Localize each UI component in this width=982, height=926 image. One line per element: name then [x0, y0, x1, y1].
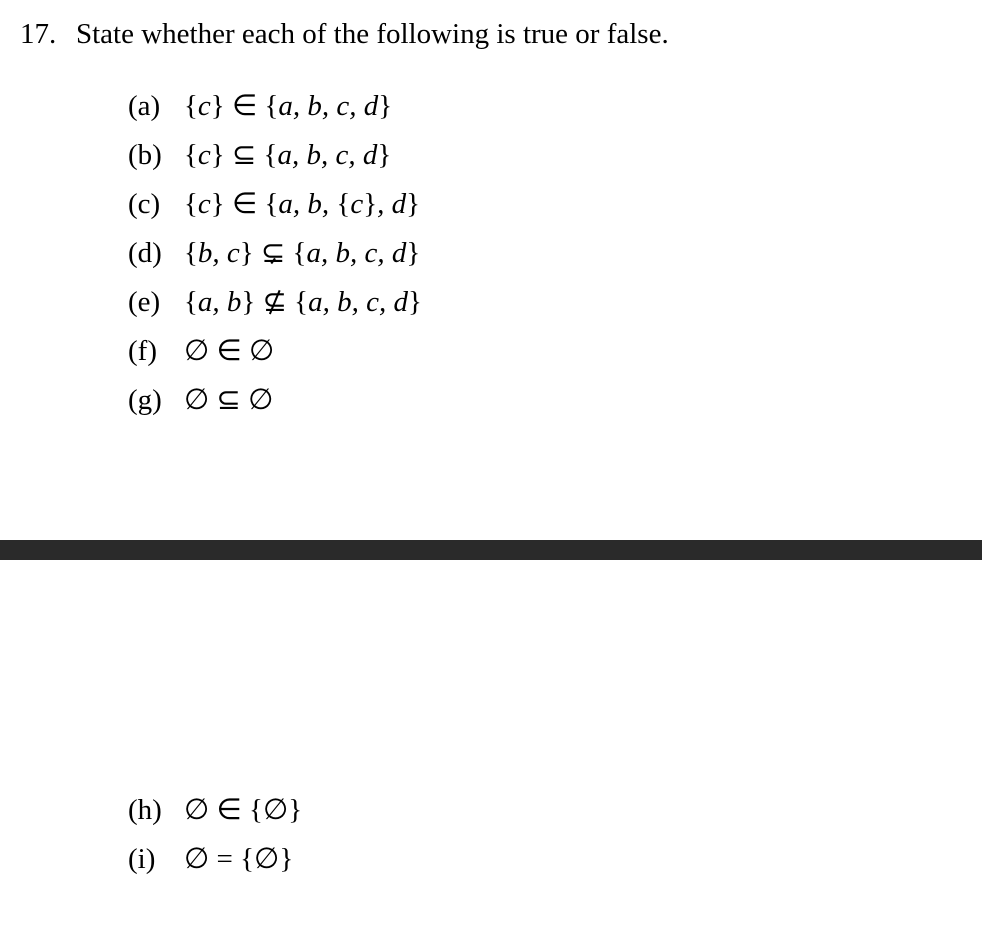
item-label: (a)	[128, 90, 184, 123]
item-content: ∅ ∈ {∅}	[184, 792, 302, 827]
question-text: State whether each of the following is t…	[76, 18, 669, 51]
page-divider	[0, 540, 982, 560]
item-label: (h)	[128, 794, 184, 827]
item-content: {c} ∈ {a, b, c, d}	[184, 88, 392, 123]
item-h: (h) ∅ ∈ {∅}	[128, 792, 302, 827]
item-content: {a, b} ⊈ {a, b, c, d}	[184, 284, 422, 319]
item-content: {c} ⊆ {a, b, c, d}	[184, 137, 391, 172]
item-f: (f) ∅ ∈ ∅	[128, 333, 422, 368]
item-b: (b) {c} ⊆ {a, b, c, d}	[128, 137, 422, 172]
item-d: (d) {b, c} ⊊ {a, b, c, d}	[128, 235, 422, 270]
item-content: ∅ ∈ ∅	[184, 333, 274, 368]
item-content: ∅ = {∅}	[184, 841, 293, 876]
item-content: {c} ∈ {a, b, {c}, d}	[184, 186, 420, 221]
item-label: (d)	[128, 237, 184, 270]
item-content: {b, c} ⊊ {a, b, c, d}	[184, 235, 420, 270]
item-label: (e)	[128, 286, 184, 319]
item-g: (g) ∅ ⊆ ∅	[128, 382, 422, 417]
question-number: 17.	[20, 18, 56, 51]
items-top-group: (a) {c} ∈ {a, b, c, d} (b) {c} ⊆ {a, b, …	[128, 88, 422, 431]
item-label: (c)	[128, 188, 184, 221]
item-content: ∅ ⊆ ∅	[184, 382, 273, 417]
item-i: (i) ∅ = {∅}	[128, 841, 302, 876]
item-e: (e) {a, b} ⊈ {a, b, c, d}	[128, 284, 422, 319]
item-c: (c) {c} ∈ {a, b, {c}, d}	[128, 186, 422, 221]
items-bottom-group: (h) ∅ ∈ {∅} (i) ∅ = {∅}	[128, 792, 302, 890]
item-label: (f)	[128, 335, 184, 368]
item-label: (b)	[128, 139, 184, 172]
item-label: (g)	[128, 384, 184, 417]
item-label: (i)	[128, 843, 184, 876]
item-a: (a) {c} ∈ {a, b, c, d}	[128, 88, 422, 123]
